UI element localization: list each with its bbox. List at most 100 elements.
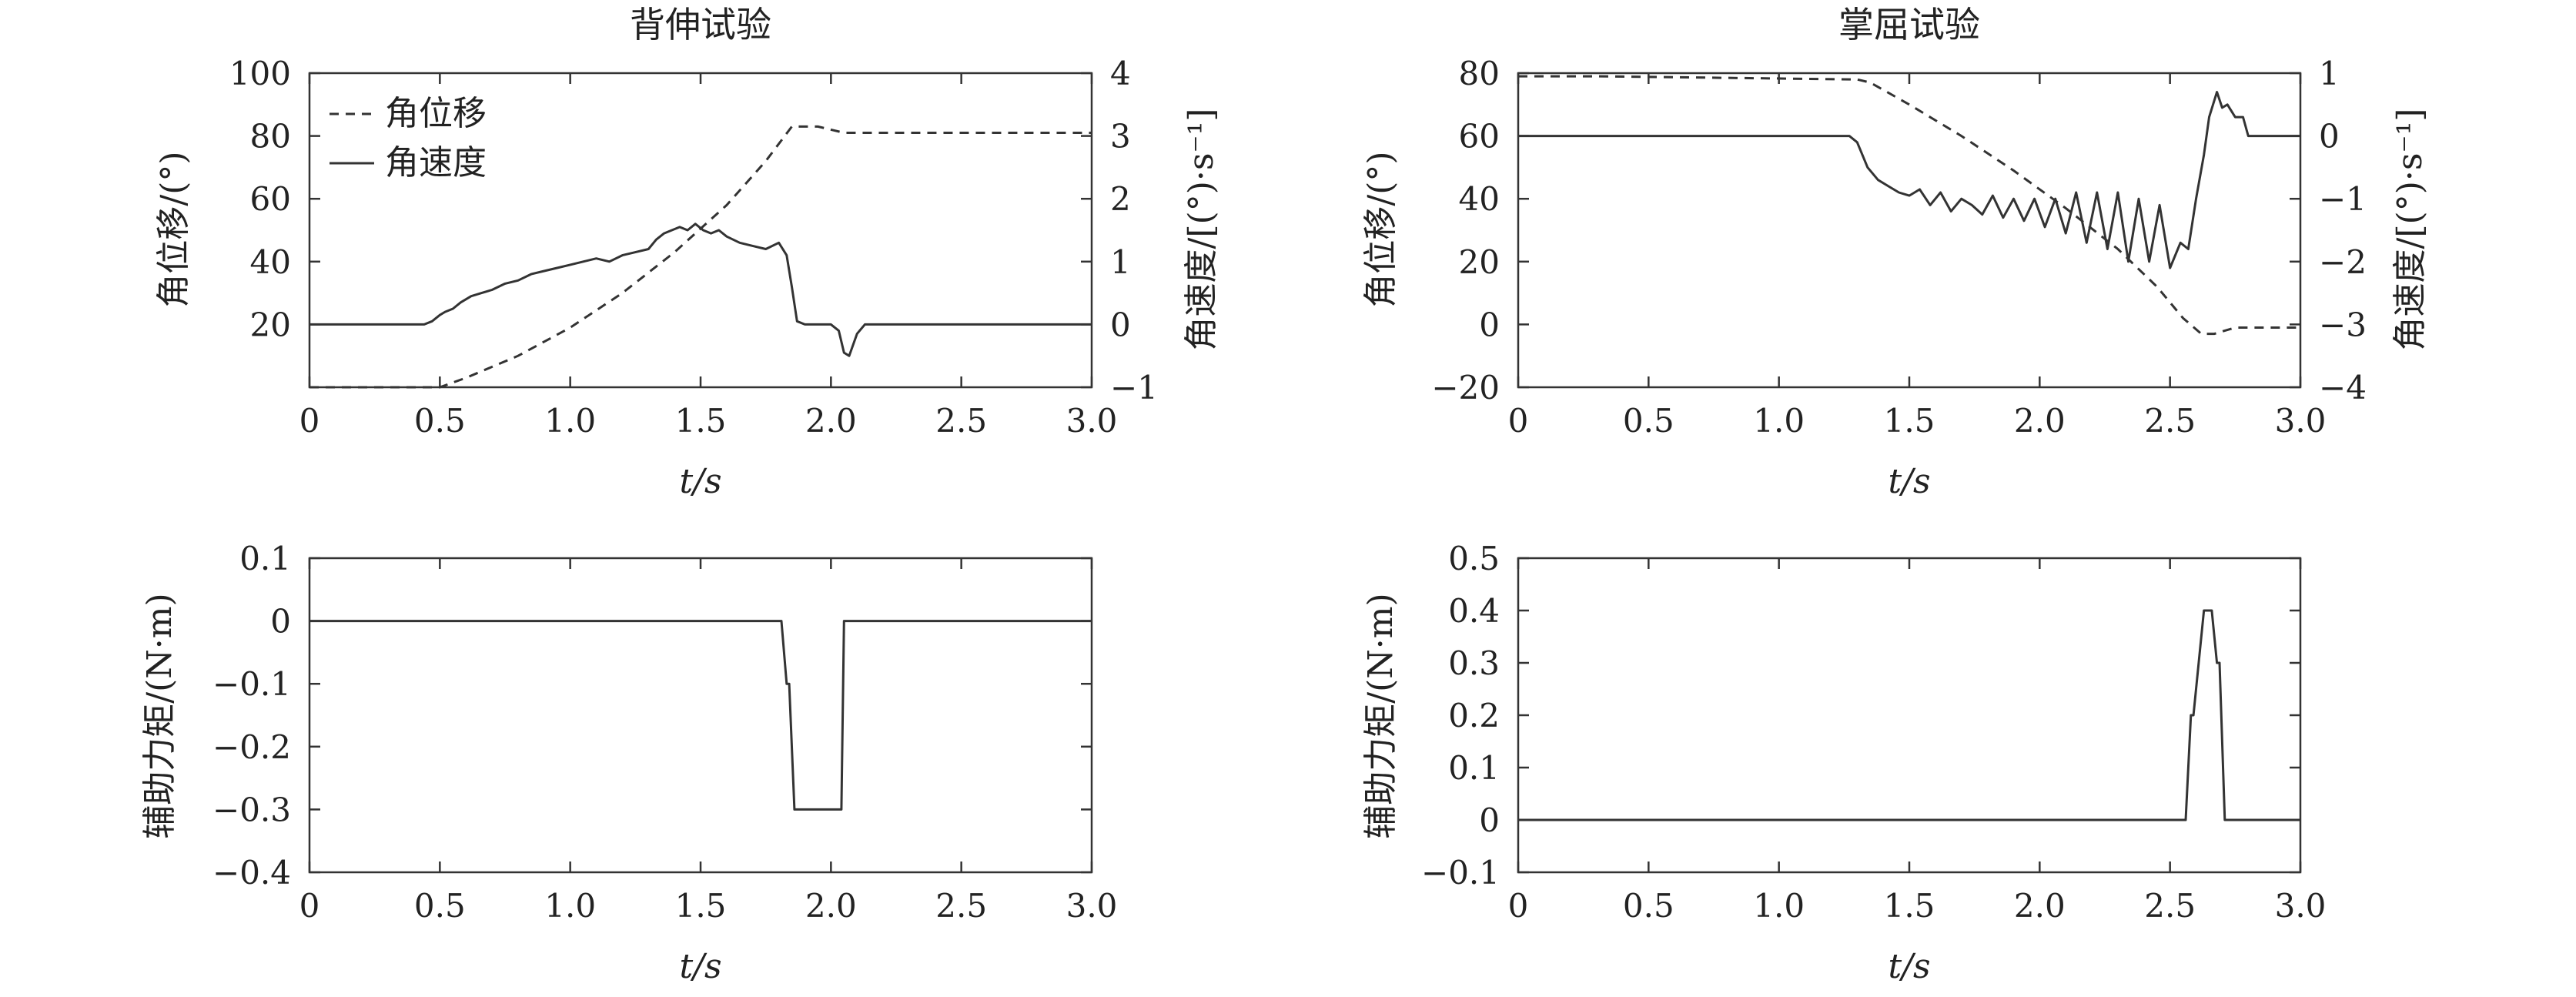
chart-palmar-flexion-assist-torque: t/s 辅助力矩/(N·m) 0 0.5 1.0 1.5 2.0 2.5 3.0−0.100… xyxy=(1361,540,2326,986)
y-tick-label: −20 xyxy=(1431,369,1500,406)
y-tick-label: 80 xyxy=(250,118,291,156)
tick-layer: 0 0.5 1.0 1.5 2.0 2.5 3.0 20 40 60 80 100 −1 0 1 2 3 4 xyxy=(229,55,1158,440)
x-tick-label: 1.0 xyxy=(1753,887,1805,925)
y-tick-label: 0 xyxy=(270,603,291,641)
series-layer xyxy=(1518,609,2300,821)
tick-layer: 0 0.5 1.0 1.5 2.0 2.5 3.0−20020406080−4−3−2−10… xyxy=(1431,55,2367,440)
torque-series-line xyxy=(309,620,1092,811)
x-tick-label: 3.0 xyxy=(1066,887,1118,925)
x-axis-label: t/s xyxy=(679,462,721,501)
x-tick-label: 1.5 xyxy=(1884,887,1935,925)
y-tick-label: −0.4 xyxy=(212,854,291,892)
legend-label-displacement: 角位移 xyxy=(385,94,487,133)
y2-tick-label: 0 xyxy=(1110,306,1131,343)
y2-tick-label: 1 xyxy=(2319,55,2340,92)
x-tick-label: 2.5 xyxy=(935,887,987,925)
y2-tick-label: −1 xyxy=(2319,180,2367,218)
y-axis-label: 角位移/(°) xyxy=(1361,151,1400,307)
x-axis-label: t/s xyxy=(1888,462,1930,501)
y-tick-label: 60 xyxy=(1459,118,1500,156)
x-tick-label: 3.0 xyxy=(2275,402,2327,440)
velocity-series-line xyxy=(1518,91,2300,269)
plot-frame xyxy=(308,557,1093,874)
legend-label-velocity: 角速度 xyxy=(385,143,487,182)
y-tick-label: 40 xyxy=(1459,180,1500,218)
y2-tick-label: −2 xyxy=(2319,243,2367,281)
y2-tick-label: −3 xyxy=(2319,306,2367,343)
x-tick-label: 3.0 xyxy=(2275,887,2327,925)
x-tick-label: 0.5 xyxy=(1623,402,1674,440)
legend: 角位移 角速度 xyxy=(330,94,487,182)
torque-series-line xyxy=(1518,609,2300,821)
x-tick-label: 2.5 xyxy=(935,402,987,440)
y-axis-label: 辅助力矩/(N·m) xyxy=(140,593,179,838)
chart-palmar-flexion-test: 掌屈试验 t/s 角位移/(°) 角速度/[(°)·s⁻¹] 0 0.5 1.0 1.… xyxy=(1361,4,2430,501)
y2-axis-label: 角速度/[(°)·s⁻¹] xyxy=(2390,109,2430,351)
x-tick-label: 2.5 xyxy=(2144,887,2196,925)
x-tick-label: 0.5 xyxy=(414,887,466,925)
x-tick-label: 0 xyxy=(1508,402,1529,440)
y-tick-label: −0.1 xyxy=(1421,854,1500,892)
x-tick-label: 2.0 xyxy=(805,402,857,440)
x-tick-label: 0.5 xyxy=(414,402,466,440)
displacement-series-line xyxy=(309,125,1092,389)
y2-tick-label: 3 xyxy=(1110,118,1131,156)
y-tick-label: 40 xyxy=(250,243,291,281)
y-tick-label: 0.1 xyxy=(239,540,291,577)
y-axis-label: 角位移/(°) xyxy=(154,151,193,307)
velocity-series-line xyxy=(309,222,1092,357)
x-tick-label: 2.0 xyxy=(805,887,857,925)
x-tick-label: 2.0 xyxy=(2014,887,2066,925)
y-tick-label: 20 xyxy=(250,306,291,343)
plot-frame xyxy=(1517,557,2302,874)
x-tick-label: 0.5 xyxy=(1623,887,1674,925)
y-axis-label: 辅助力矩/(N·m) xyxy=(1361,593,1400,838)
y2-tick-label: 0 xyxy=(2319,118,2340,156)
y-tick-label: 0.4 xyxy=(1448,592,1500,630)
y2-axis-label: 角速度/[(°)·s⁻¹] xyxy=(1182,109,1221,351)
y-tick-label: −0.3 xyxy=(212,791,291,828)
x-tick-label: 3.0 xyxy=(1066,402,1118,440)
chart-dorsiflexion-test: 背伸试验 t/s 角位移/(°) 角速度/[(°)·s⁻¹] 0 0.5 1.0 1.… xyxy=(154,4,1221,501)
x-axis-label: t/s xyxy=(1888,947,1930,986)
x-axis-label: t/s xyxy=(679,947,721,986)
x-tick-label: 2.5 xyxy=(2144,402,2196,440)
y-tick-label: 100 xyxy=(229,55,291,92)
y-tick-label: 0.2 xyxy=(1448,697,1500,734)
plot-frame xyxy=(1517,72,2302,389)
x-tick-label: 0 xyxy=(299,887,320,925)
y-tick-label: −0.1 xyxy=(212,665,291,703)
y-tick-label: 0 xyxy=(1479,801,1500,839)
y-tick-label: 60 xyxy=(250,180,291,218)
chart-dorsiflexion-assist-torque: t/s 辅助力矩/(N·m) 0 0.5 1.0 1.5 2.0 2.5 3.0 −0.4 −0… xyxy=(140,540,1117,986)
x-tick-label: 1.5 xyxy=(675,887,727,925)
y-tick-label: 80 xyxy=(1459,55,1500,92)
series-layer xyxy=(1518,75,2300,336)
plot-frame xyxy=(308,72,1093,389)
y2-tick-label: 4 xyxy=(1110,55,1131,92)
y2-tick-label: 1 xyxy=(1110,243,1131,281)
x-tick-label: 1.0 xyxy=(544,402,596,440)
x-tick-label: 1.0 xyxy=(1753,402,1805,440)
x-tick-label: 1.5 xyxy=(675,402,727,440)
y-tick-label: 20 xyxy=(1459,243,1500,281)
y2-tick-label: −4 xyxy=(2319,369,2367,406)
chart-title: 背伸试验 xyxy=(630,4,771,45)
x-tick-label: 0 xyxy=(299,402,320,440)
y2-tick-label: 2 xyxy=(1110,180,1131,218)
y-tick-label: 0.5 xyxy=(1448,540,1500,577)
y2-tick-label: −1 xyxy=(1110,369,1158,406)
x-tick-label: 0 xyxy=(1508,887,1529,925)
displacement-series-line xyxy=(1518,75,2300,336)
x-tick-label: 1.5 xyxy=(1884,402,1935,440)
x-tick-label: 2.0 xyxy=(2014,402,2066,440)
y-tick-label: −0.2 xyxy=(212,728,291,766)
y-tick-label: 0.1 xyxy=(1448,749,1500,787)
x-tick-label: 1.0 xyxy=(544,887,596,925)
series-layer xyxy=(309,620,1092,811)
chart-title: 掌屈试验 xyxy=(1838,4,1980,45)
tick-layer: 0 0.5 1.0 1.5 2.0 2.5 3.0 −0.4 −0.3 −0.2 −0.1 0 0.1 xyxy=(212,540,1117,925)
y-tick-label: 0.3 xyxy=(1448,644,1500,682)
y-tick-label: 0 xyxy=(1479,306,1500,343)
